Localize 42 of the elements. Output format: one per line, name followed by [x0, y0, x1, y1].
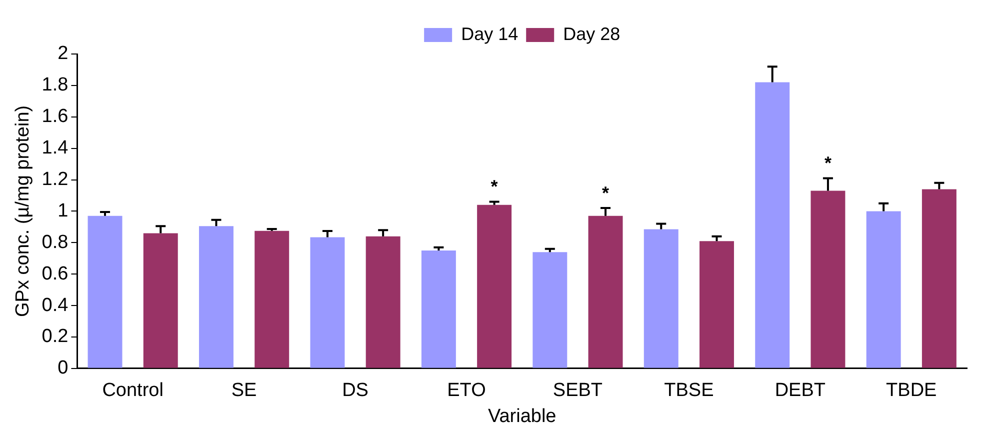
bar: [866, 211, 901, 368]
bar: [254, 230, 290, 368]
data-label: *: [824, 153, 832, 174]
x-tick-label: ETO: [447, 380, 486, 402]
y-tick-label: 0: [58, 358, 68, 379]
y-axis-title: GPx conc. (µ/mg protein): [12, 105, 34, 317]
x-axis-title: Variable: [488, 406, 556, 427]
x-tick-label: TBSE: [664, 380, 714, 402]
bar: [310, 237, 345, 368]
y-tick-label: 1: [58, 200, 68, 222]
bar: [700, 241, 734, 368]
bar: [199, 226, 234, 368]
y-tick-label: 1.6: [42, 106, 68, 128]
y-tick-label: 1.8: [42, 74, 68, 96]
x-tick-label: SE: [231, 380, 257, 402]
x-tick-label: Control: [102, 380, 164, 402]
y-tick-label: 0.8: [42, 232, 68, 253]
legend-label: Day 14: [461, 24, 518, 44]
y-tick-label: 2: [58, 43, 68, 64]
data-label: *: [490, 176, 498, 197]
bar: [143, 233, 178, 368]
bar: [588, 216, 623, 368]
bar: [532, 252, 568, 368]
bar: [421, 250, 456, 368]
y-tick-label: 1.4: [42, 138, 69, 159]
bar: [644, 229, 678, 368]
data-label: *: [602, 183, 610, 204]
y-tick-label: 0.6: [42, 263, 68, 284]
bar: [477, 204, 512, 368]
x-tick-label: TBDE: [886, 380, 937, 402]
y-tick-label: 0.2: [42, 326, 68, 348]
legend-label: Day 28: [563, 24, 620, 44]
x-tick-label: SEBT: [552, 380, 603, 402]
bar: [810, 190, 846, 368]
x-tick-label: DS: [342, 380, 368, 402]
y-tick-label: 0.4: [42, 294, 69, 316]
bar: [88, 216, 122, 368]
bar: [755, 82, 790, 368]
y-tick-label: 1.2: [42, 168, 68, 190]
bar: [922, 189, 956, 368]
bar: [366, 236, 400, 368]
x-tick-label: DEBT: [774, 380, 826, 402]
